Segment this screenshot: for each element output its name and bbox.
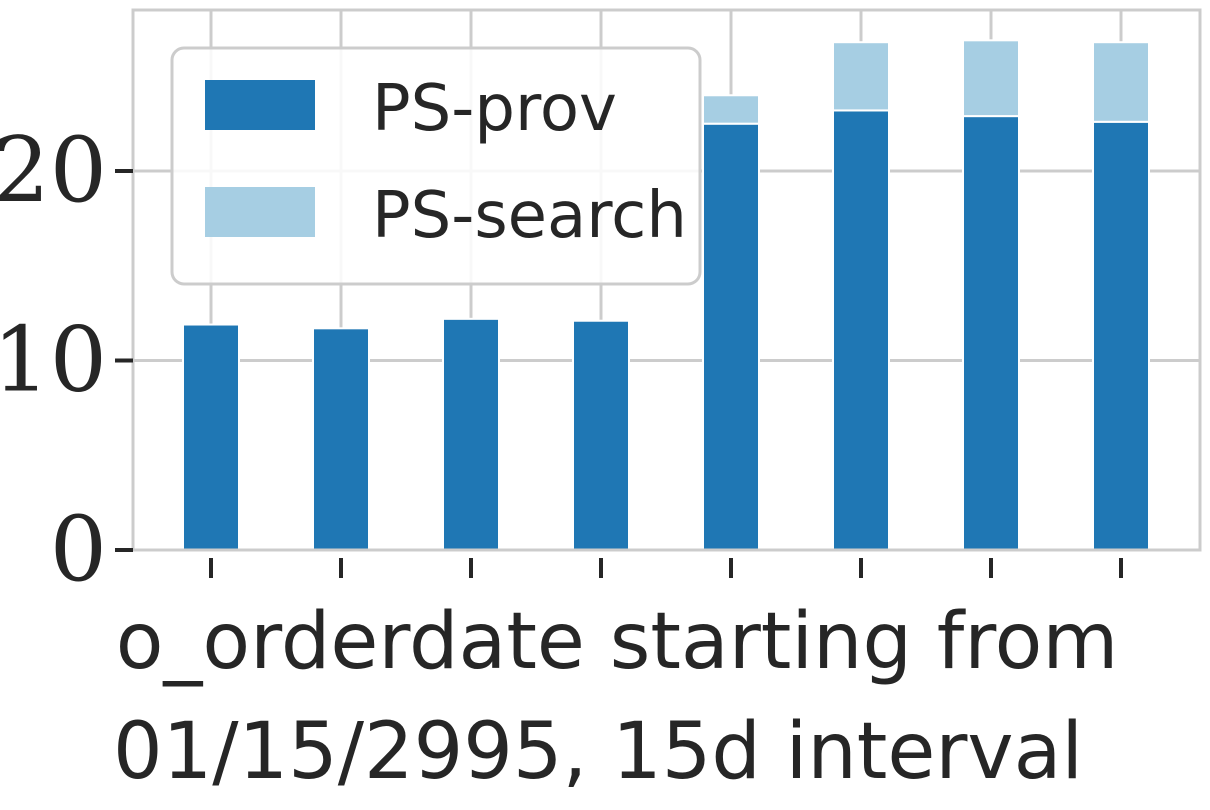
y-tick-label: 10 [0, 308, 107, 413]
bar-ps-prov-6 [962, 115, 1020, 552]
bar-ps-prov-1 [312, 327, 370, 551]
bar-ps-prov-5 [832, 109, 890, 551]
bar-ps-prov-2 [442, 317, 500, 551]
bar-ps-prov-0 [182, 323, 240, 551]
bar-ps-prov-3 [572, 319, 630, 551]
bars [182, 39, 1150, 552]
bar-ps-search-7 [1092, 41, 1150, 123]
legend-swatch-ps-prov [205, 80, 315, 130]
legend-label-ps-search: PS-search [372, 179, 687, 253]
bar-ps-search-6 [962, 39, 1020, 118]
legend: PS-prov PS-search [170, 46, 702, 286]
y-tick-label: 0 [50, 497, 107, 602]
ticks: 0 10 20 [0, 118, 1123, 602]
bar-ps-prov-7 [1092, 120, 1150, 552]
bar-ps-search-5 [832, 41, 890, 112]
bar-ps-search-4 [702, 94, 760, 125]
bar-ps-prov-4 [702, 122, 760, 552]
legend-swatch-ps-search [205, 187, 315, 237]
legend-label-ps-prov: PS-prov [372, 72, 617, 146]
x-axis-label-line-1: o_orderdate starting from [116, 597, 1119, 687]
x-axis-label-line-2: 01/15/2995, 15d interval [113, 707, 1083, 797]
plot-frame [131, 8, 1202, 552]
y-tick-label: 20 [0, 118, 107, 223]
axes [131, 8, 1202, 552]
